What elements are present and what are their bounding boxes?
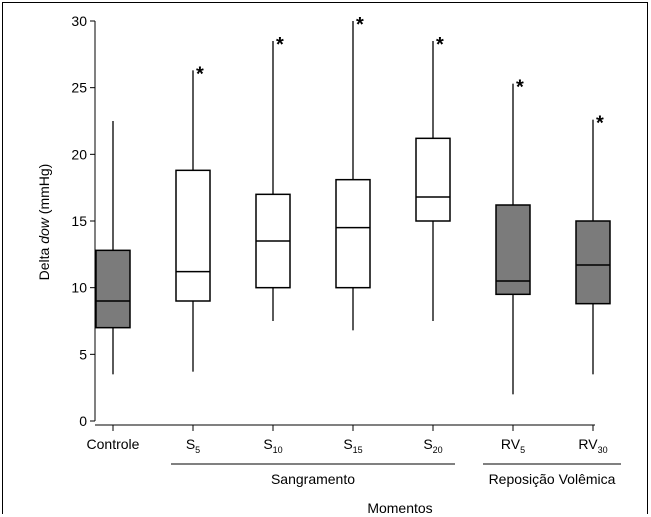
y-tick-label: 10 xyxy=(71,280,87,296)
box xyxy=(335,178,371,289)
box xyxy=(415,137,451,222)
significance-marker: * xyxy=(436,34,444,56)
x-tick-label: S20 xyxy=(423,436,442,455)
x-tick-label: RV30 xyxy=(578,436,607,455)
box xyxy=(495,204,531,296)
x-tick-label: S5 xyxy=(186,436,200,455)
significance-marker: * xyxy=(356,14,364,36)
significance-marker: * xyxy=(196,63,204,85)
x-tick-label: S15 xyxy=(343,436,362,455)
x-tick-label: Controle xyxy=(87,436,140,452)
x-tick-label: RV5 xyxy=(501,436,525,455)
y-axis-title: Delta dow (mmHg) xyxy=(36,164,52,281)
labels: Controle S5 S10 S15 S20 RV5 RV30 Sangramento Rep… xyxy=(87,436,621,487)
group-label: Sangramento xyxy=(271,471,355,487)
y-tick-label: 0 xyxy=(79,413,87,429)
y-tick-label: 5 xyxy=(79,346,87,362)
significance-marker: * xyxy=(516,77,524,99)
y-tick-label: 20 xyxy=(71,146,87,162)
box xyxy=(175,169,211,302)
box xyxy=(95,249,131,329)
y-tick-label: 25 xyxy=(71,80,87,96)
x-tick-label: S10 xyxy=(263,436,282,455)
axes: 0 5 10 15 20 25 30 xyxy=(71,13,595,431)
significance-marker: * xyxy=(596,113,604,135)
significance-marker: * xyxy=(276,34,284,56)
group-label: Reposição Volêmica xyxy=(489,471,616,487)
x-axis-title: Momentos xyxy=(367,500,432,516)
y-tick-label: 30 xyxy=(71,13,87,29)
boxes: * * * * * * xyxy=(95,14,611,395)
y-tick-label: 15 xyxy=(71,213,87,229)
box xyxy=(575,220,611,305)
